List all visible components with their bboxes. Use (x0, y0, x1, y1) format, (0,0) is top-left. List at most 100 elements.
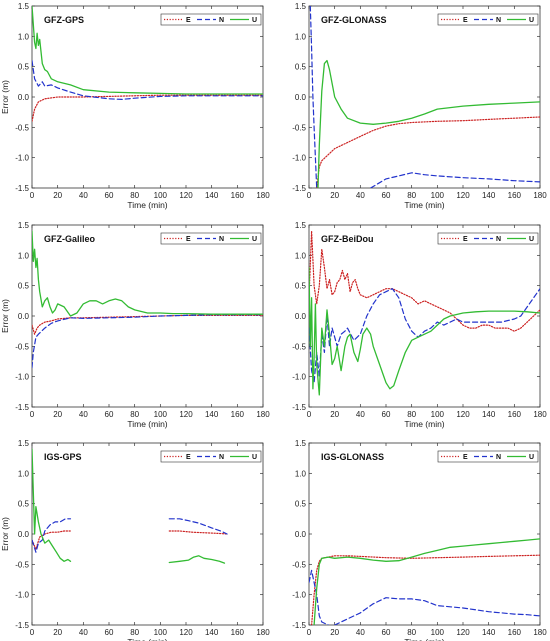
x-tick-label: 20 (53, 628, 62, 637)
y-tick-label: 1.0 (18, 251, 30, 260)
legend-label-U: U (252, 454, 257, 461)
x-tick-label: 120 (179, 628, 193, 637)
y-tick-label: 1.5 (18, 2, 30, 11)
legend-box (437, 13, 539, 26)
chart-panel-3: -1.5 -1.0 -0.5 0.0 0.5 1.0 1.5 0 20 40 60 80 100 120 1… (0, 221, 270, 429)
plot-area (31, 442, 264, 626)
x-tick-label: 60 (105, 410, 114, 419)
panel-title: GFZ-GLONASS (321, 15, 387, 25)
series-line-E (309, 230, 540, 332)
x-axis-label: Time (min) (404, 419, 444, 429)
legend-label-N: N (496, 454, 501, 461)
y-tick-label: -1.5 (292, 403, 306, 412)
y-tick-label: 0.0 (18, 312, 30, 321)
legend-label-U: U (252, 17, 257, 24)
series-line-E (311, 554, 540, 625)
chart-panel-5: -1.5 -1.0 -0.5 0.0 0.5 1.0 1.5 0 20 40 60 80 100 120 1… (0, 439, 270, 641)
y-tick-label: -0.5 (15, 342, 29, 351)
x-axis-label: Time (min) (404, 200, 444, 210)
y-axis-label: Error (m) (0, 517, 10, 551)
x-tick-label: 40 (356, 410, 365, 419)
x-tick-label: 140 (205, 410, 219, 419)
x-tick-label: 100 (431, 191, 445, 200)
legend-label-N: N (219, 236, 224, 243)
y-tick-label: 1.5 (18, 221, 30, 230)
x-tick-label: 180 (533, 410, 547, 419)
x-axis-label: Time (min) (127, 419, 167, 429)
plot-area (308, 5, 541, 189)
legend-label-U: U (529, 236, 534, 243)
x-tick-label: 20 (330, 410, 339, 419)
y-tick-label: -0.5 (292, 342, 306, 351)
legend-label-U: U (529, 17, 534, 24)
y-tick-label: -0.5 (292, 123, 306, 132)
legend-label-N: N (219, 17, 224, 24)
x-tick-label: 160 (508, 410, 522, 419)
x-tick-label: 20 (330, 191, 339, 200)
x-tick-label: 0 (307, 191, 312, 200)
x-tick-label: 80 (130, 410, 139, 419)
series-line-U (32, 230, 263, 317)
x-tick-label: 100 (154, 191, 168, 200)
x-tick-label: 140 (482, 628, 496, 637)
chart-panel-2: -1.5 -1.0 -0.5 0.0 0.5 1.0 1.5 0 20 40 60 80 100 120 1… (292, 2, 547, 210)
legend-label-N: N (496, 17, 501, 24)
x-tick-label: 140 (482, 410, 496, 419)
chart-panel-6: -1.5 -1.0 -0.5 0.0 0.5 1.0 1.5 0 20 40 60 80 100 120 1… (292, 439, 547, 641)
y-tick-label: -1.0 (15, 373, 29, 382)
series-group (32, 448, 228, 564)
y-tick-label: 0.5 (295, 282, 307, 291)
legend-label-E: E (463, 454, 468, 461)
y-tick-label: -1.5 (15, 184, 29, 193)
x-axis-label: Time (min) (127, 637, 167, 641)
series-line-U (309, 266, 540, 396)
x-tick-label: 160 (231, 410, 245, 419)
y-tick-label: 1.0 (295, 469, 307, 478)
series-line-E (316, 116, 540, 188)
x-tick-label: 20 (53, 410, 62, 419)
x-tick-label: 80 (130, 191, 139, 200)
y-tick-label: -0.5 (15, 560, 29, 569)
y-tick-label: 0.5 (18, 500, 30, 509)
x-tick-label: 180 (256, 628, 270, 637)
y-tick-label: 0.0 (18, 93, 30, 102)
series-line-E (32, 530, 72, 550)
panel-title: IGS-GPS (44, 452, 82, 462)
x-tick-label: 160 (231, 191, 245, 200)
x-tick-label: 120 (179, 191, 193, 200)
x-tick-label: 100 (431, 410, 445, 419)
x-tick-label: 120 (456, 191, 470, 200)
x-tick-label: 140 (205, 628, 219, 637)
series-line-N (32, 314, 263, 369)
legend-box (437, 450, 539, 463)
x-tick-label: 80 (130, 628, 139, 637)
legend-label-E: E (186, 454, 191, 461)
y-tick-label: 0.5 (295, 63, 307, 72)
legend-label-N: N (219, 454, 224, 461)
y-tick-label: 1.5 (295, 221, 307, 230)
y-tick-label: 1.0 (295, 32, 307, 41)
x-tick-label: 40 (356, 191, 365, 200)
x-tick-label: 60 (382, 628, 391, 637)
panel-title: GFZ-BeiDou (321, 234, 374, 244)
chart-panel-1: -1.5 -1.0 -0.5 0.0 0.5 1.0 1.5 0 20 40 60 80 100 120 1… (0, 2, 270, 210)
x-tick-label: 120 (456, 410, 470, 419)
y-tick-label: -0.5 (292, 560, 306, 569)
x-tick-label: 180 (533, 191, 547, 200)
legend-label-E: E (463, 236, 468, 243)
series-group (309, 6, 540, 188)
x-tick-label: 60 (105, 628, 114, 637)
x-tick-label: 80 (407, 628, 416, 637)
legend-label-E: E (186, 17, 191, 24)
series-line-N (370, 172, 540, 188)
x-axis-label: Time (min) (127, 200, 167, 210)
y-tick-label: -1.5 (15, 403, 29, 412)
plot-area (308, 442, 541, 626)
panel-title: IGS-GLONASS (321, 452, 384, 462)
y-tick-label: -1.0 (292, 373, 306, 382)
y-tick-label: 1.5 (18, 439, 30, 448)
